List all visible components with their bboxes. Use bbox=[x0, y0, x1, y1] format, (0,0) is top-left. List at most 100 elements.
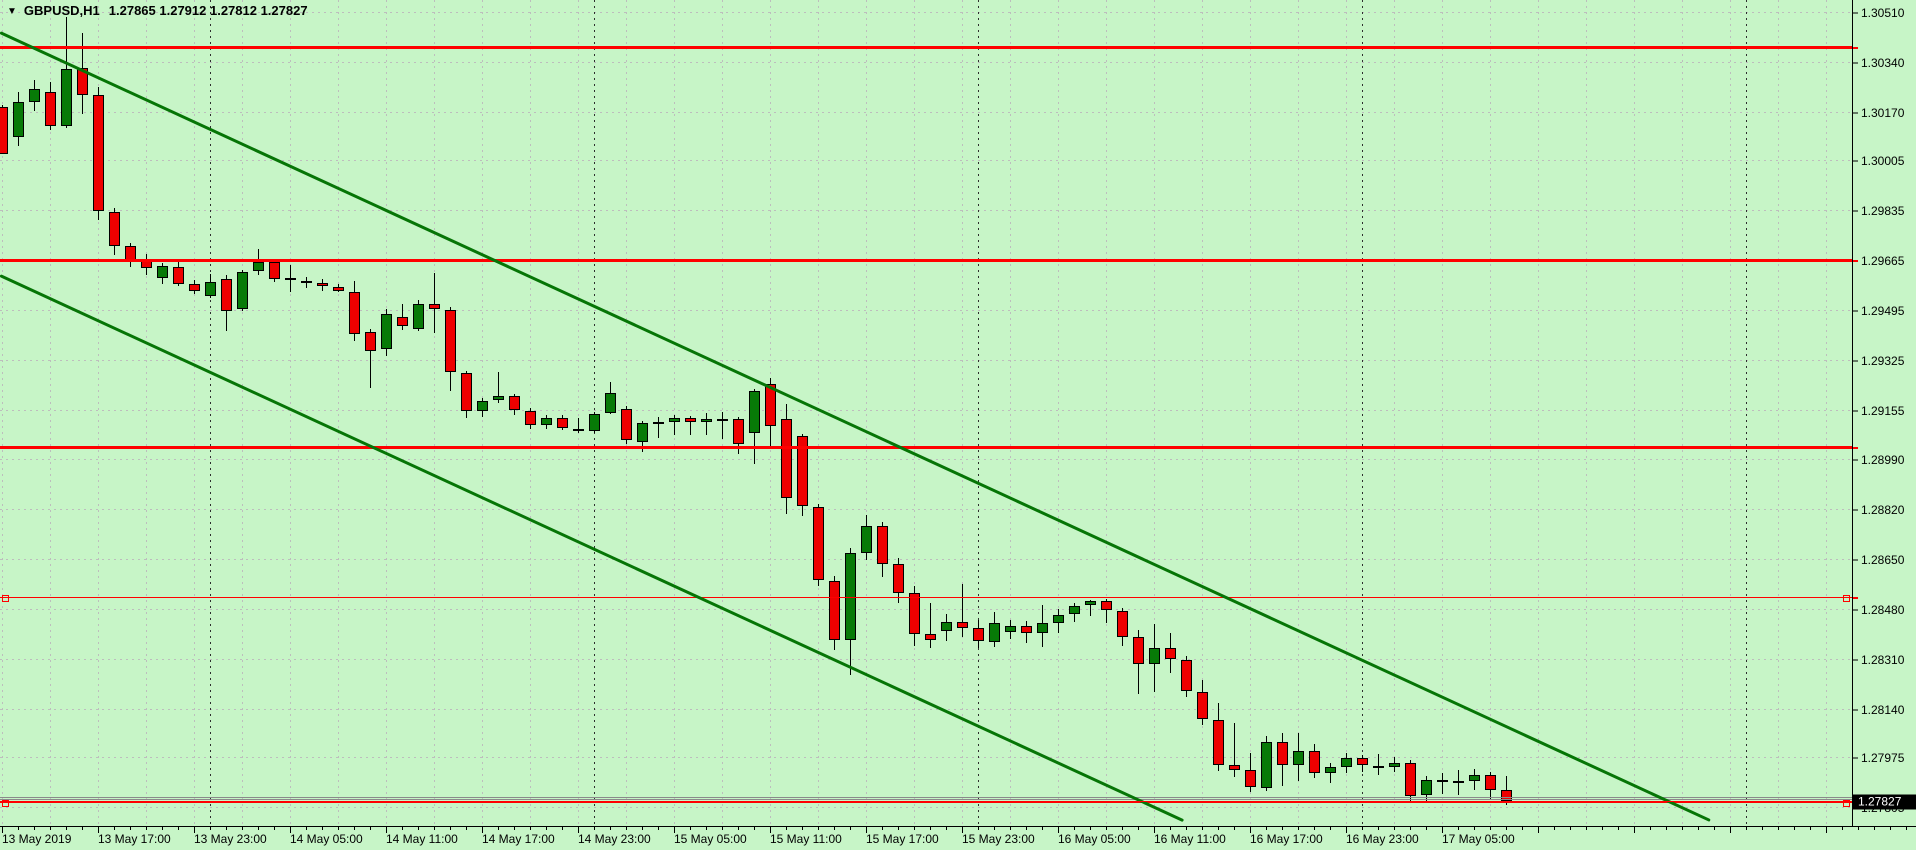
price-axis-label: 1.28480 bbox=[1861, 602, 1905, 617]
time-axis-tick bbox=[1266, 827, 1267, 830]
resistance-1-line[interactable] bbox=[0, 46, 1852, 49]
price-axis-tick bbox=[1853, 310, 1858, 312]
candle-body bbox=[1373, 766, 1384, 768]
time-axis-tick bbox=[626, 827, 627, 830]
price-axis-label: 1.29155 bbox=[1861, 404, 1905, 419]
symbol-dropdown-icon[interactable]: ▼ bbox=[7, 6, 17, 17]
candle bbox=[573, 0, 584, 826]
candle-body bbox=[333, 287, 344, 291]
time-axis-tick bbox=[1026, 827, 1027, 830]
price-gridline bbox=[0, 210, 1852, 211]
time-axis-tick bbox=[178, 827, 179, 830]
time-axis[interactable]: 13 May 2019 13 May 17:00 13 May 23:00 14 Ma… bbox=[0, 826, 1916, 850]
price-axis[interactable]: 1.27827 1.30510 1.30340 1.30170 1.30005 1.29… bbox=[1852, 0, 1916, 826]
candle bbox=[845, 0, 856, 826]
candle-body bbox=[397, 317, 408, 326]
time-axis-tick bbox=[850, 827, 851, 830]
time-axis-label: 16 May 23:00 bbox=[1346, 832, 1419, 846]
candle-body bbox=[685, 418, 696, 422]
candle-body bbox=[45, 92, 56, 126]
candle-body bbox=[1133, 637, 1144, 664]
time-axis-label: 17 May 05:00 bbox=[1442, 832, 1515, 846]
time-axis-tick bbox=[338, 827, 339, 830]
line-handle[interactable] bbox=[1843, 800, 1850, 807]
candle bbox=[1213, 0, 1224, 826]
resistance-2-line[interactable] bbox=[0, 259, 1852, 262]
gray-marker-line bbox=[0, 797, 1852, 800]
line-handle[interactable] bbox=[1843, 595, 1850, 602]
candle-body bbox=[621, 409, 632, 440]
time-axis-tick bbox=[306, 827, 307, 830]
candle-body bbox=[1245, 770, 1256, 787]
time-axis-tick bbox=[610, 827, 611, 830]
time-axis-tick bbox=[450, 827, 451, 830]
time-axis-tick bbox=[1778, 827, 1779, 830]
candle-body bbox=[1453, 781, 1464, 783]
candle-body bbox=[221, 279, 232, 311]
time-gridline bbox=[1826, 0, 1827, 826]
candle-wick bbox=[1106, 599, 1107, 623]
time-axis-tick bbox=[1330, 827, 1331, 830]
time-axis-tick bbox=[1426, 827, 1427, 830]
candle-body bbox=[1053, 615, 1064, 623]
time-axis-tick bbox=[1074, 827, 1075, 830]
candle bbox=[477, 0, 488, 826]
candle-body bbox=[525, 411, 536, 425]
time-axis-label: 15 May 11:00 bbox=[770, 832, 842, 846]
support-2-line[interactable] bbox=[0, 802, 1852, 803]
candle bbox=[877, 0, 888, 826]
candle bbox=[765, 0, 776, 826]
time-axis-tick bbox=[1042, 827, 1043, 830]
candle bbox=[45, 0, 56, 826]
candle bbox=[13, 0, 24, 826]
time-axis-tick bbox=[1634, 827, 1635, 833]
time-axis-tick bbox=[1138, 827, 1139, 830]
candle bbox=[717, 0, 728, 826]
candle bbox=[1053, 0, 1064, 826]
resistance-3-line[interactable] bbox=[0, 446, 1852, 449]
time-axis-tick bbox=[1282, 827, 1283, 830]
candle bbox=[509, 0, 520, 826]
time-axis-tick bbox=[786, 827, 787, 830]
price-axis-tick bbox=[1853, 160, 1858, 162]
candle-body bbox=[1341, 758, 1352, 767]
candle-body bbox=[1261, 742, 1272, 788]
time-axis-tick bbox=[1906, 827, 1907, 830]
price-gridline bbox=[0, 310, 1852, 311]
chart-plot-area[interactable]: ▼ GBPUSD,H1 1.27865 1.27912 1.27812 1.2782… bbox=[0, 0, 1852, 826]
candle bbox=[749, 0, 760, 826]
candle bbox=[925, 0, 936, 826]
price-axis-label: 1.28820 bbox=[1861, 502, 1905, 517]
line-handle[interactable] bbox=[2, 595, 9, 602]
candle bbox=[317, 0, 328, 826]
support-1-line[interactable] bbox=[0, 597, 1852, 598]
candle-wick bbox=[1378, 754, 1379, 775]
time-gridline bbox=[194, 0, 195, 826]
chart-title: ▼ GBPUSD,H1 1.27865 1.27912 1.27812 1.2782… bbox=[7, 3, 308, 18]
price-axis-red-tick bbox=[1853, 260, 1858, 263]
candle-body bbox=[1117, 611, 1128, 637]
time-axis-tick bbox=[418, 827, 419, 830]
candle-body bbox=[125, 246, 136, 260]
line-handle[interactable] bbox=[2, 800, 9, 807]
candle bbox=[589, 0, 600, 826]
candle-body bbox=[29, 89, 40, 102]
candle-body bbox=[829, 581, 840, 640]
price-axis-label: 1.29665 bbox=[1861, 254, 1905, 269]
time-axis-tick bbox=[1570, 827, 1571, 830]
candle-body bbox=[301, 281, 312, 283]
price-axis-label: 1.29495 bbox=[1861, 304, 1905, 319]
price-gridline bbox=[0, 62, 1852, 63]
candle-body bbox=[1501, 790, 1512, 801]
candle bbox=[269, 0, 280, 826]
price-axis-tick bbox=[1853, 62, 1858, 64]
time-axis-tick bbox=[1090, 827, 1091, 830]
time-axis-tick bbox=[1810, 827, 1811, 830]
time-axis-tick bbox=[1858, 827, 1859, 830]
price-gridline bbox=[0, 709, 1852, 710]
time-axis-tick bbox=[1490, 827, 1491, 830]
candle-body bbox=[573, 429, 584, 431]
time-axis-tick bbox=[898, 827, 899, 830]
candle bbox=[77, 0, 88, 826]
time-axis-tick bbox=[1554, 827, 1555, 830]
